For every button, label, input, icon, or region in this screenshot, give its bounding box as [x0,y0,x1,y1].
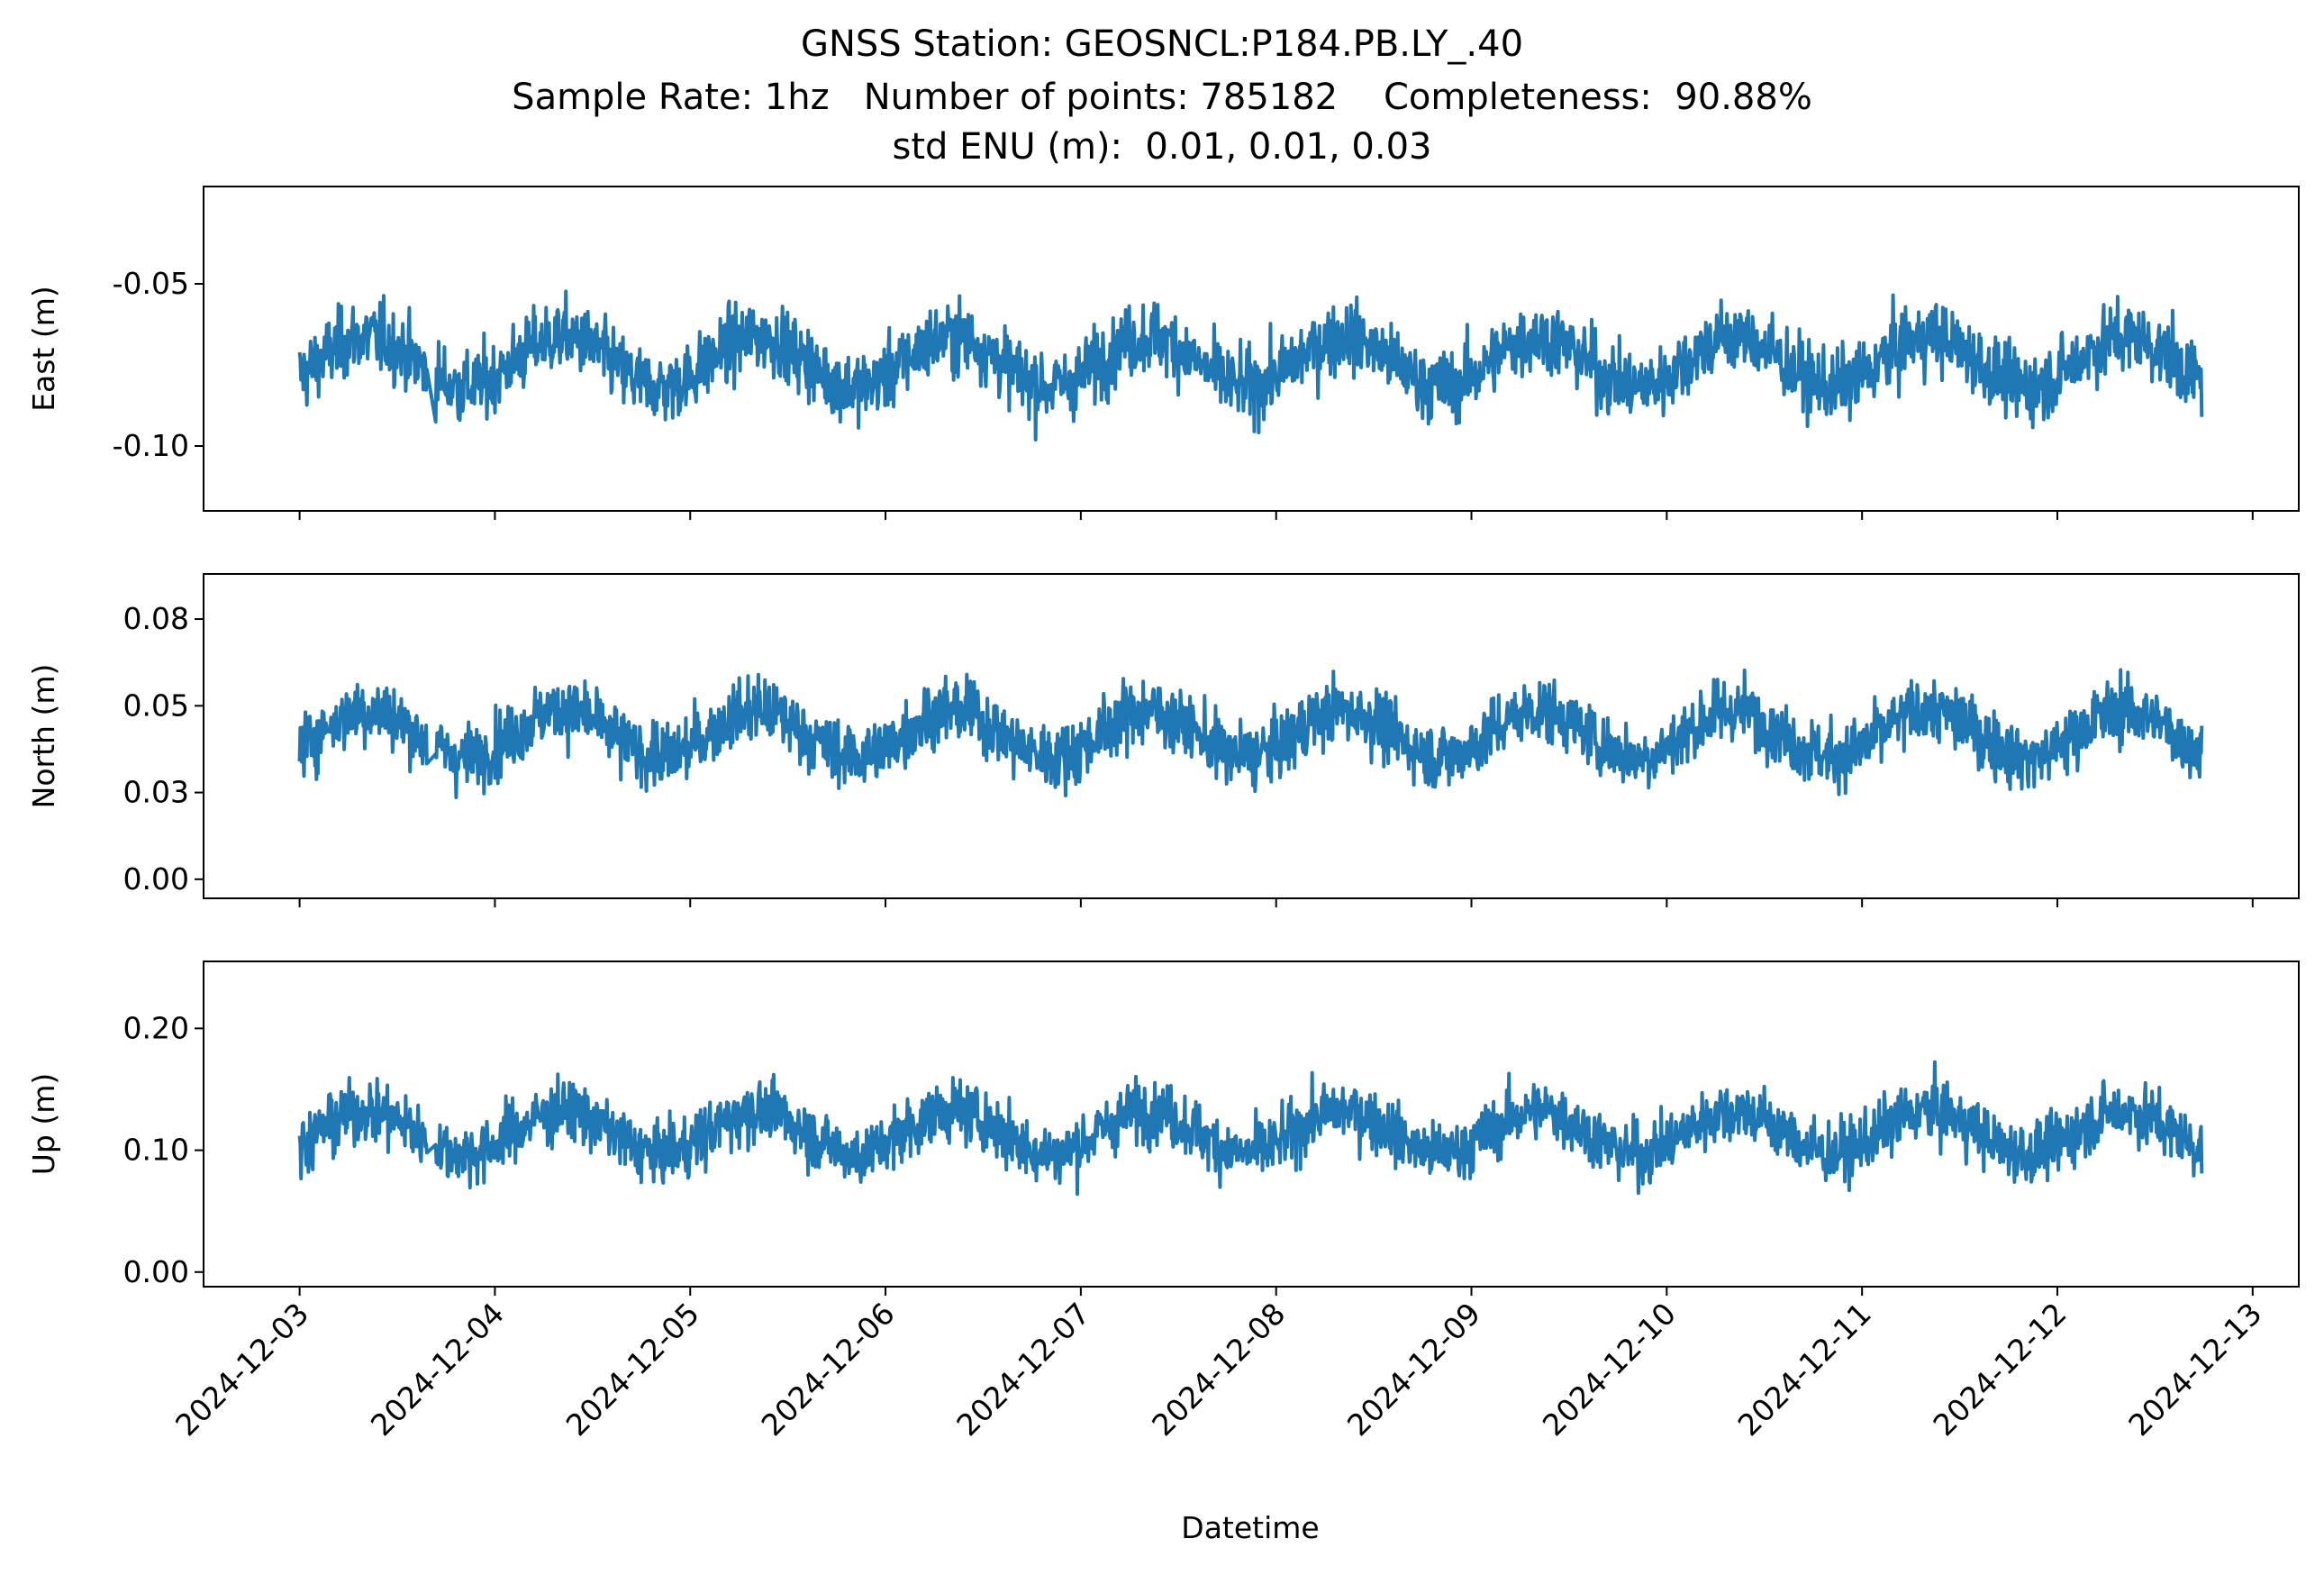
east-axes-frame [203,186,2300,512]
chart-title-line-3: std ENU (m): 0.01, 0.01, 0.03 [892,126,1432,168]
chart-title-line-2: Sample Rate: 1hz Number of points: 78518… [512,77,1812,118]
up-series-line [297,1060,2204,1197]
x-tick-label: 2024-12-04 [364,1296,511,1443]
x-tick-label: 2024-12-03 [168,1296,315,1443]
x-tick-label: 2024-12-09 [1340,1296,1487,1443]
east-panel: -0.05 -0.10 East (m) [26,186,2300,520]
x-tick-label: 2024-12-07 [949,1296,1096,1443]
x-tick-label: 2024-12-08 [1145,1296,1292,1443]
north-series-line [297,668,2204,799]
east-y-tick-label: -0.10 [113,428,189,463]
up-y-tick-label: 0.10 [123,1133,189,1168]
x-tick-label: 2024-12-13 [2121,1296,2268,1443]
panels-group: -0.05 -0.10 East (m) 0.08 0.05 0.03 0.00 North … [26,186,2300,1443]
east-series-line [297,289,2204,442]
north-y-tick-label: 0.03 [123,775,189,810]
x-axis-label: Datetime [1181,1510,1319,1545]
north-y-tick-label: 0.00 [123,861,189,897]
x-tick-label: 2024-12-12 [1926,1296,2073,1443]
up-panel: 0.20 0.10 0.00 Up (m) 2024-12-03 2024-12-04 20… [26,960,2300,1443]
up-axes-frame [203,960,2300,1288]
up-y-tick-label: 0.00 [123,1254,189,1289]
north-y-axis-label: North (m) [26,664,61,809]
x-tick-label: 2024-12-05 [559,1296,706,1443]
x-tick-label: 2024-12-11 [1731,1296,1878,1443]
x-tick-label: 2024-12-10 [1536,1296,1683,1443]
north-axes-frame [203,573,2300,899]
chart-title-line-1: GNSS Station: GEOSNCL:P184.PB.LY_.40 [800,23,1524,65]
east-y-axis-label: East (m) [26,286,61,412]
x-tick-label: 2024-12-06 [755,1296,902,1443]
up-y-axis-label: Up (m) [26,1073,61,1176]
east-y-tick-label: -0.05 [113,266,189,301]
north-panel: 0.08 0.05 0.03 0.00 North (m) [26,573,2300,907]
north-y-tick-label: 0.05 [123,687,189,723]
up-y-tick-label: 0.20 [123,1010,189,1045]
north-y-tick-label: 0.08 [123,601,189,636]
